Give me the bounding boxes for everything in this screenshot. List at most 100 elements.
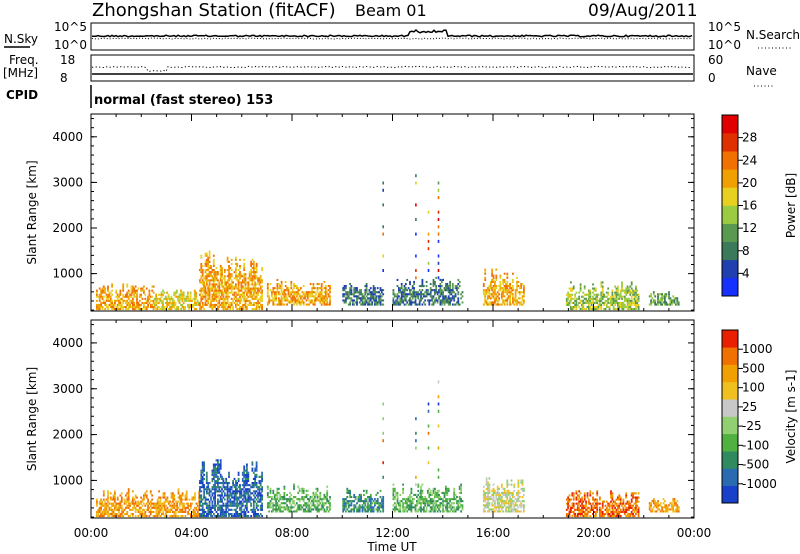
scatter-cell bbox=[345, 498, 347, 501]
noise-sky-label: N.Sky bbox=[4, 32, 38, 46]
scatter-cell bbox=[228, 260, 230, 263]
scatter-cell bbox=[403, 287, 406, 290]
scatter-cell bbox=[435, 504, 438, 507]
scatter-cell bbox=[236, 498, 239, 501]
scatter-cell bbox=[416, 293, 418, 296]
scatter-cell bbox=[603, 303, 605, 306]
y-tick-label: 2000 bbox=[52, 221, 83, 235]
scatter-cell bbox=[132, 308, 134, 311]
scatter-cell bbox=[280, 285, 283, 288]
scatter-cell bbox=[570, 506, 572, 509]
scatter-cell bbox=[302, 301, 305, 304]
scatter-cell bbox=[372, 295, 375, 298]
scatter-cell bbox=[516, 289, 518, 292]
scatter-cell bbox=[235, 502, 237, 505]
scatter-cell bbox=[358, 504, 361, 507]
scatter-cell bbox=[251, 492, 254, 495]
scatter-cell bbox=[399, 500, 402, 503]
scatter-cell bbox=[149, 303, 152, 306]
scatter-cell bbox=[585, 293, 587, 296]
scatter-cell bbox=[343, 508, 346, 511]
scatter-cell bbox=[101, 504, 104, 507]
scatter-cell bbox=[393, 508, 396, 511]
scatter-cell bbox=[130, 291, 133, 294]
scatter-cell bbox=[590, 303, 593, 306]
scatter-cell bbox=[425, 289, 428, 292]
scatter-cell bbox=[126, 496, 129, 499]
scatter-cell bbox=[512, 502, 514, 505]
scatter-cell bbox=[228, 279, 230, 282]
scatter-cell bbox=[226, 488, 229, 491]
scatter-cell bbox=[154, 506, 156, 509]
scatter-cell bbox=[311, 301, 313, 304]
scatter-cell bbox=[673, 299, 676, 302]
scatter-cell bbox=[233, 500, 236, 503]
scatter-cell bbox=[521, 481, 524, 484]
scatter-cell bbox=[156, 506, 159, 509]
scatter-cell bbox=[516, 303, 518, 306]
scatter-cell bbox=[509, 506, 511, 509]
scatter-cell bbox=[140, 500, 142, 503]
scatter-cell bbox=[195, 301, 198, 304]
scatter-cell bbox=[371, 506, 374, 509]
scatter-cell bbox=[520, 287, 523, 290]
scatter-cell bbox=[232, 504, 234, 507]
scatter-cell bbox=[259, 506, 262, 509]
scatter-cell bbox=[248, 279, 251, 282]
scatter-cell bbox=[116, 303, 119, 306]
scatter-cell bbox=[107, 510, 109, 513]
scatter-cell bbox=[435, 508, 438, 511]
scatter-cell bbox=[574, 295, 576, 298]
scatter-cell bbox=[247, 494, 250, 497]
scatter-cell bbox=[102, 508, 105, 511]
scatter-cell bbox=[98, 308, 101, 311]
scatter-cell bbox=[446, 301, 449, 304]
scatter-cell bbox=[345, 297, 347, 300]
scatter-cell bbox=[180, 295, 182, 298]
scatter-cell bbox=[100, 498, 102, 501]
scatter-cell bbox=[126, 504, 129, 507]
scatter-cell bbox=[399, 508, 402, 511]
scatter-cell bbox=[434, 289, 436, 292]
scatter-cell bbox=[255, 484, 258, 487]
scatter-cell bbox=[449, 287, 451, 290]
scatter-cell bbox=[570, 299, 572, 302]
scatter-cell bbox=[582, 291, 585, 294]
scatter-cell bbox=[132, 496, 134, 499]
scatter-cell bbox=[151, 510, 154, 513]
scatter-cell bbox=[364, 498, 367, 501]
scatter-cell bbox=[162, 299, 164, 302]
scatter-cell bbox=[162, 301, 164, 304]
scatter-region bbox=[392, 483, 464, 513]
station-title: Zhongshan Station (fitACF) bbox=[92, 0, 336, 21]
scatter-cell bbox=[421, 498, 424, 501]
scatter-cell bbox=[371, 301, 374, 304]
scatter-cell bbox=[137, 308, 140, 311]
scatter-cell bbox=[258, 480, 261, 483]
scatter-cell bbox=[237, 480, 240, 483]
scatter-cell bbox=[214, 475, 216, 478]
scatter-cell bbox=[100, 295, 102, 298]
scatter-cell bbox=[204, 260, 207, 263]
scatter-cell bbox=[290, 297, 293, 300]
scatter-cell bbox=[461, 295, 464, 298]
scatter-cell bbox=[415, 276, 417, 280]
scatter-cell bbox=[125, 299, 127, 302]
scatter-cell bbox=[192, 513, 195, 516]
scatter-cell bbox=[445, 504, 447, 507]
scatter-cell bbox=[442, 498, 444, 501]
scatter-cell bbox=[571, 308, 574, 311]
scatter-cell bbox=[592, 301, 594, 304]
scatter-cell bbox=[360, 303, 362, 306]
scatter-cell bbox=[215, 480, 218, 483]
scatter-cell bbox=[226, 289, 229, 292]
scatter-cell bbox=[261, 303, 263, 306]
scatter-region bbox=[96, 488, 201, 518]
scatter-cell bbox=[219, 506, 222, 509]
scatter-cell bbox=[215, 303, 218, 306]
scatter-cell bbox=[503, 504, 506, 507]
scatter-cell bbox=[406, 502, 409, 505]
scatter-cell bbox=[114, 496, 116, 499]
scatter-cell bbox=[149, 510, 152, 513]
scatter-cell bbox=[290, 299, 293, 302]
